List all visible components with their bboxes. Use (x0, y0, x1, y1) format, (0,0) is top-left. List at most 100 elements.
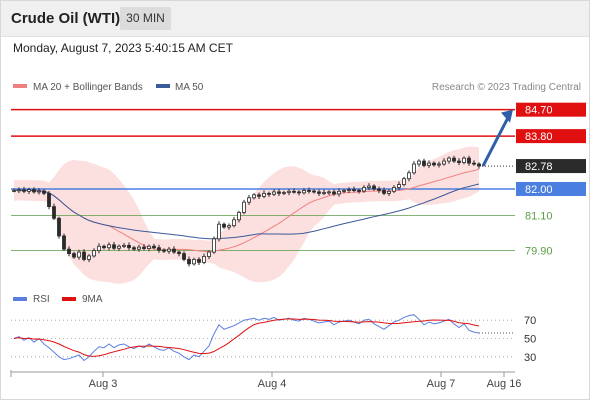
target-arrow-head (501, 109, 513, 123)
candle-body (287, 190, 291, 193)
candle-body (177, 251, 181, 254)
candle-body (302, 190, 306, 194)
candle-body (342, 190, 346, 192)
candle-body (387, 190, 391, 194)
candle-body (407, 172, 411, 180)
candle-body (47, 192, 51, 207)
level-label-resistance: 83.80 (525, 131, 553, 143)
candle-body (322, 192, 326, 194)
candle-body (352, 189, 356, 191)
ma20-legend-swatch (13, 84, 27, 88)
rsi-line (13, 314, 480, 362)
last-price-label: 82.78 (525, 161, 553, 173)
candle-body (107, 244, 111, 249)
candle-body (452, 157, 456, 162)
target-arrow (481, 114, 511, 167)
x-tick-label: Aug 3 (89, 378, 118, 390)
candle-body (217, 223, 221, 240)
candle-body (67, 248, 71, 254)
candle-body (467, 157, 471, 164)
candle-body (327, 191, 331, 194)
candle-body (192, 259, 196, 265)
chart-header: Crude Oil (WTI) 30 MIN (0, 0, 590, 37)
candle-body (57, 217, 61, 237)
candle-body (317, 191, 321, 194)
candle-body (62, 235, 66, 250)
candle-body (282, 192, 286, 194)
candle-body (412, 163, 416, 174)
candle-body (237, 212, 241, 221)
candle-body (112, 244, 116, 249)
candle-body (72, 253, 76, 258)
candle-body (277, 191, 281, 194)
last-price-box (516, 159, 586, 174)
rsi-tick-label: 30 (524, 352, 536, 364)
candle-body (267, 192, 271, 195)
candle-body (232, 219, 236, 227)
level-label-box (516, 181, 586, 196)
candle-body (397, 184, 401, 188)
candle-body (132, 247, 136, 250)
candle-body (162, 249, 166, 252)
x-tick-label: Aug 4 (258, 378, 287, 390)
rsi-legend-swatch (13, 297, 27, 301)
candle-body (172, 248, 176, 253)
candle-body (207, 251, 211, 257)
candle-body (472, 162, 476, 165)
candle-body (447, 157, 451, 162)
rsi-ma-line (13, 318, 480, 357)
candle-body (52, 206, 56, 219)
candle-body (97, 245, 101, 252)
candle-body (87, 255, 91, 260)
candle-body (307, 190, 311, 192)
candle-body (252, 194, 256, 199)
candle-body (157, 247, 161, 251)
chart-datetime: Monday, August 7, 2023 5:40:15 AM CET (13, 41, 233, 55)
candle-body (362, 187, 366, 192)
candle-body (117, 245, 121, 249)
ma50-legend-label: MA 50 (175, 82, 204, 93)
x-tick-label: Aug 7 (427, 378, 456, 390)
candle-body (262, 192, 266, 197)
candle-body (12, 190, 16, 192)
candle-body (102, 245, 106, 249)
candle-body (187, 259, 191, 265)
candle-body (202, 256, 206, 263)
ma20-legend-label: MA 20 + Bollinger Bands (33, 82, 143, 93)
level-label-pivot: 82.00 (525, 184, 553, 196)
rsi-ma-legend-swatch (62, 297, 76, 301)
candle-body (167, 248, 171, 252)
candle-body (457, 160, 461, 163)
candle-body (312, 190, 316, 193)
ma50-legend-swatch (156, 84, 170, 88)
instrument-title: Crude Oil (WTI) (11, 10, 121, 27)
candle-body (372, 185, 376, 190)
candle-body (197, 259, 201, 263)
candle-body (92, 250, 96, 257)
candle-body (222, 223, 226, 228)
candle-body (27, 189, 31, 192)
research-credit: Research © 2023 Trading Central (432, 82, 581, 93)
candle-body (462, 157, 466, 163)
ma50-line (13, 183, 480, 240)
candle-body (42, 190, 46, 194)
candle-body (402, 178, 406, 185)
candle-body (392, 187, 396, 192)
candle-body (422, 160, 426, 166)
candle-body (142, 246, 146, 249)
candle-body (22, 189, 26, 192)
candle-body (212, 238, 216, 253)
level-label-support: 81.10 (525, 210, 553, 222)
timeframe-badge[interactable]: 30 MIN (120, 7, 171, 30)
candle-body (292, 190, 296, 193)
candle-body (442, 160, 446, 165)
candle-body (432, 162, 436, 166)
candle-body (367, 185, 371, 188)
candle-body (77, 251, 81, 258)
level-label-box (516, 102, 586, 117)
candle-body (17, 189, 21, 192)
candle-body (417, 160, 421, 165)
candle-body (357, 190, 361, 192)
level-label-resistance: 84.70 (525, 105, 553, 117)
